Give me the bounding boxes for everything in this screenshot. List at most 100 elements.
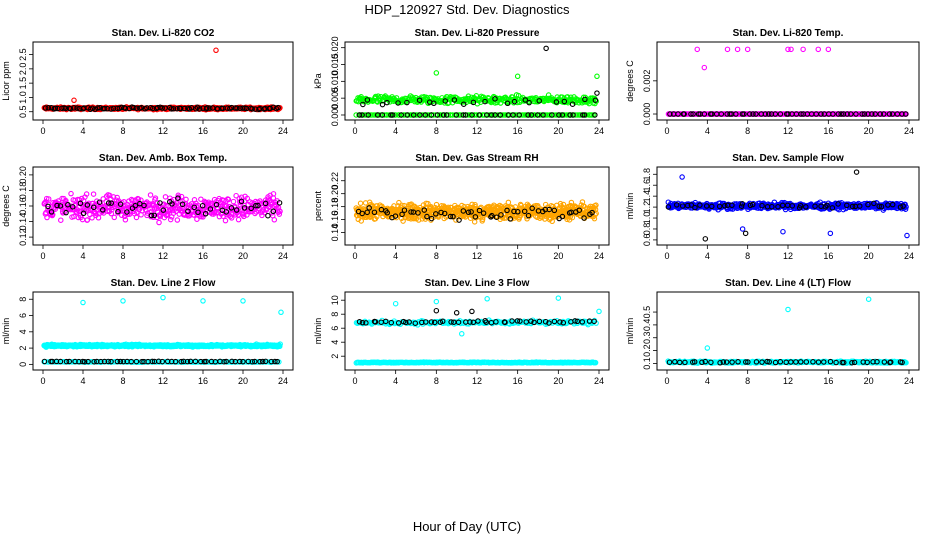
data-point [528,318,534,324]
x-tick-label: 4 [705,251,710,261]
y-axis-label: kPa [313,73,323,89]
data-point [465,93,472,99]
data-point [148,212,155,219]
data-point [152,195,159,201]
data-point [554,318,560,324]
data-point [534,112,541,118]
data-point [144,105,150,111]
data-point [440,112,447,118]
data-point [462,112,469,118]
data-point [218,210,225,217]
data-point [507,216,514,222]
data-point [388,319,395,326]
data-point [455,319,462,325]
data-point [235,216,242,223]
data-point [371,209,378,216]
data-point [822,204,829,210]
data-point [592,359,599,366]
x-tick-label: 20 [238,126,248,136]
data-point [222,217,229,224]
data-point [665,204,672,210]
y-tick-label: 8 [18,297,28,302]
data-point [401,207,408,213]
points-temp [665,46,909,117]
data-point [76,358,82,365]
data-point [200,214,206,220]
y-tick-label: 1.4 [642,190,652,203]
y-tick-label: 0.015 [330,53,340,76]
data-point [741,111,747,117]
data-point [181,105,188,112]
data-point [98,358,104,365]
data-point [456,217,462,223]
data-point [179,201,186,207]
y-tick-label: 0 [18,362,28,367]
data-point [536,98,542,104]
data-point [561,98,568,105]
data-point [54,202,60,209]
y-tick-label: 0.3 [642,331,652,344]
y-tick-label: 1.6 [642,179,652,192]
data-point [213,47,219,54]
data-point [44,214,50,221]
data-point [521,208,528,215]
data-point [476,112,483,118]
data-point [274,358,280,365]
series-all-samples [41,47,283,113]
data-point [695,111,702,117]
data-point [582,96,588,103]
x-tick-label: 24 [278,376,288,386]
data-point [435,214,442,220]
data-point [359,319,366,326]
data-point [724,46,731,53]
y-tick-label: 1.8 [642,168,652,181]
data-point [68,190,74,197]
data-point [453,112,460,118]
y-tick-label: 4 [330,340,340,345]
y-tick-label: 0.20 [18,166,28,184]
y-tick-label: 0.18 [18,182,28,200]
data-point [865,201,871,208]
data-point [441,210,448,217]
data-point [482,98,488,105]
data-point [483,319,489,325]
data-point [460,101,467,107]
data-point [81,358,88,365]
series-all-samples [665,46,909,117]
data-point [66,358,73,365]
points-rh [353,199,599,225]
data-point [702,236,709,242]
data-point [398,112,404,118]
data-point [249,358,256,365]
data-point [105,200,112,206]
data-point [460,112,466,118]
data-point [803,204,809,210]
data-point [276,211,283,217]
y-tick-label: 0.010 [330,70,340,93]
x-tick-label: 24 [904,126,914,136]
y-tick-label: 2.0 [18,63,28,76]
data-point [878,203,885,210]
data-point [701,64,708,71]
data-point [404,99,410,106]
data-point [379,101,386,108]
data-point [785,46,791,53]
data-point [825,46,832,53]
y-tick-label: 0.22 [330,172,340,190]
panel-title: Stan. Dev. Li-820 Temp. [733,28,844,39]
y-tick-label: 0.14 [18,213,28,231]
x-tick-label: 4 [705,126,710,136]
data-point [233,192,239,199]
data-point [897,204,904,210]
data-point [844,111,850,117]
x-tick-label: 0 [40,251,45,261]
data-point [433,307,440,314]
data-point [265,212,271,219]
x-tick-label: 16 [198,251,208,261]
data-point [240,105,246,111]
data-point [827,230,834,237]
y-tick-label: 0.002 [642,70,652,93]
y-tick-label: 10 [330,295,340,305]
data-point [433,298,440,305]
